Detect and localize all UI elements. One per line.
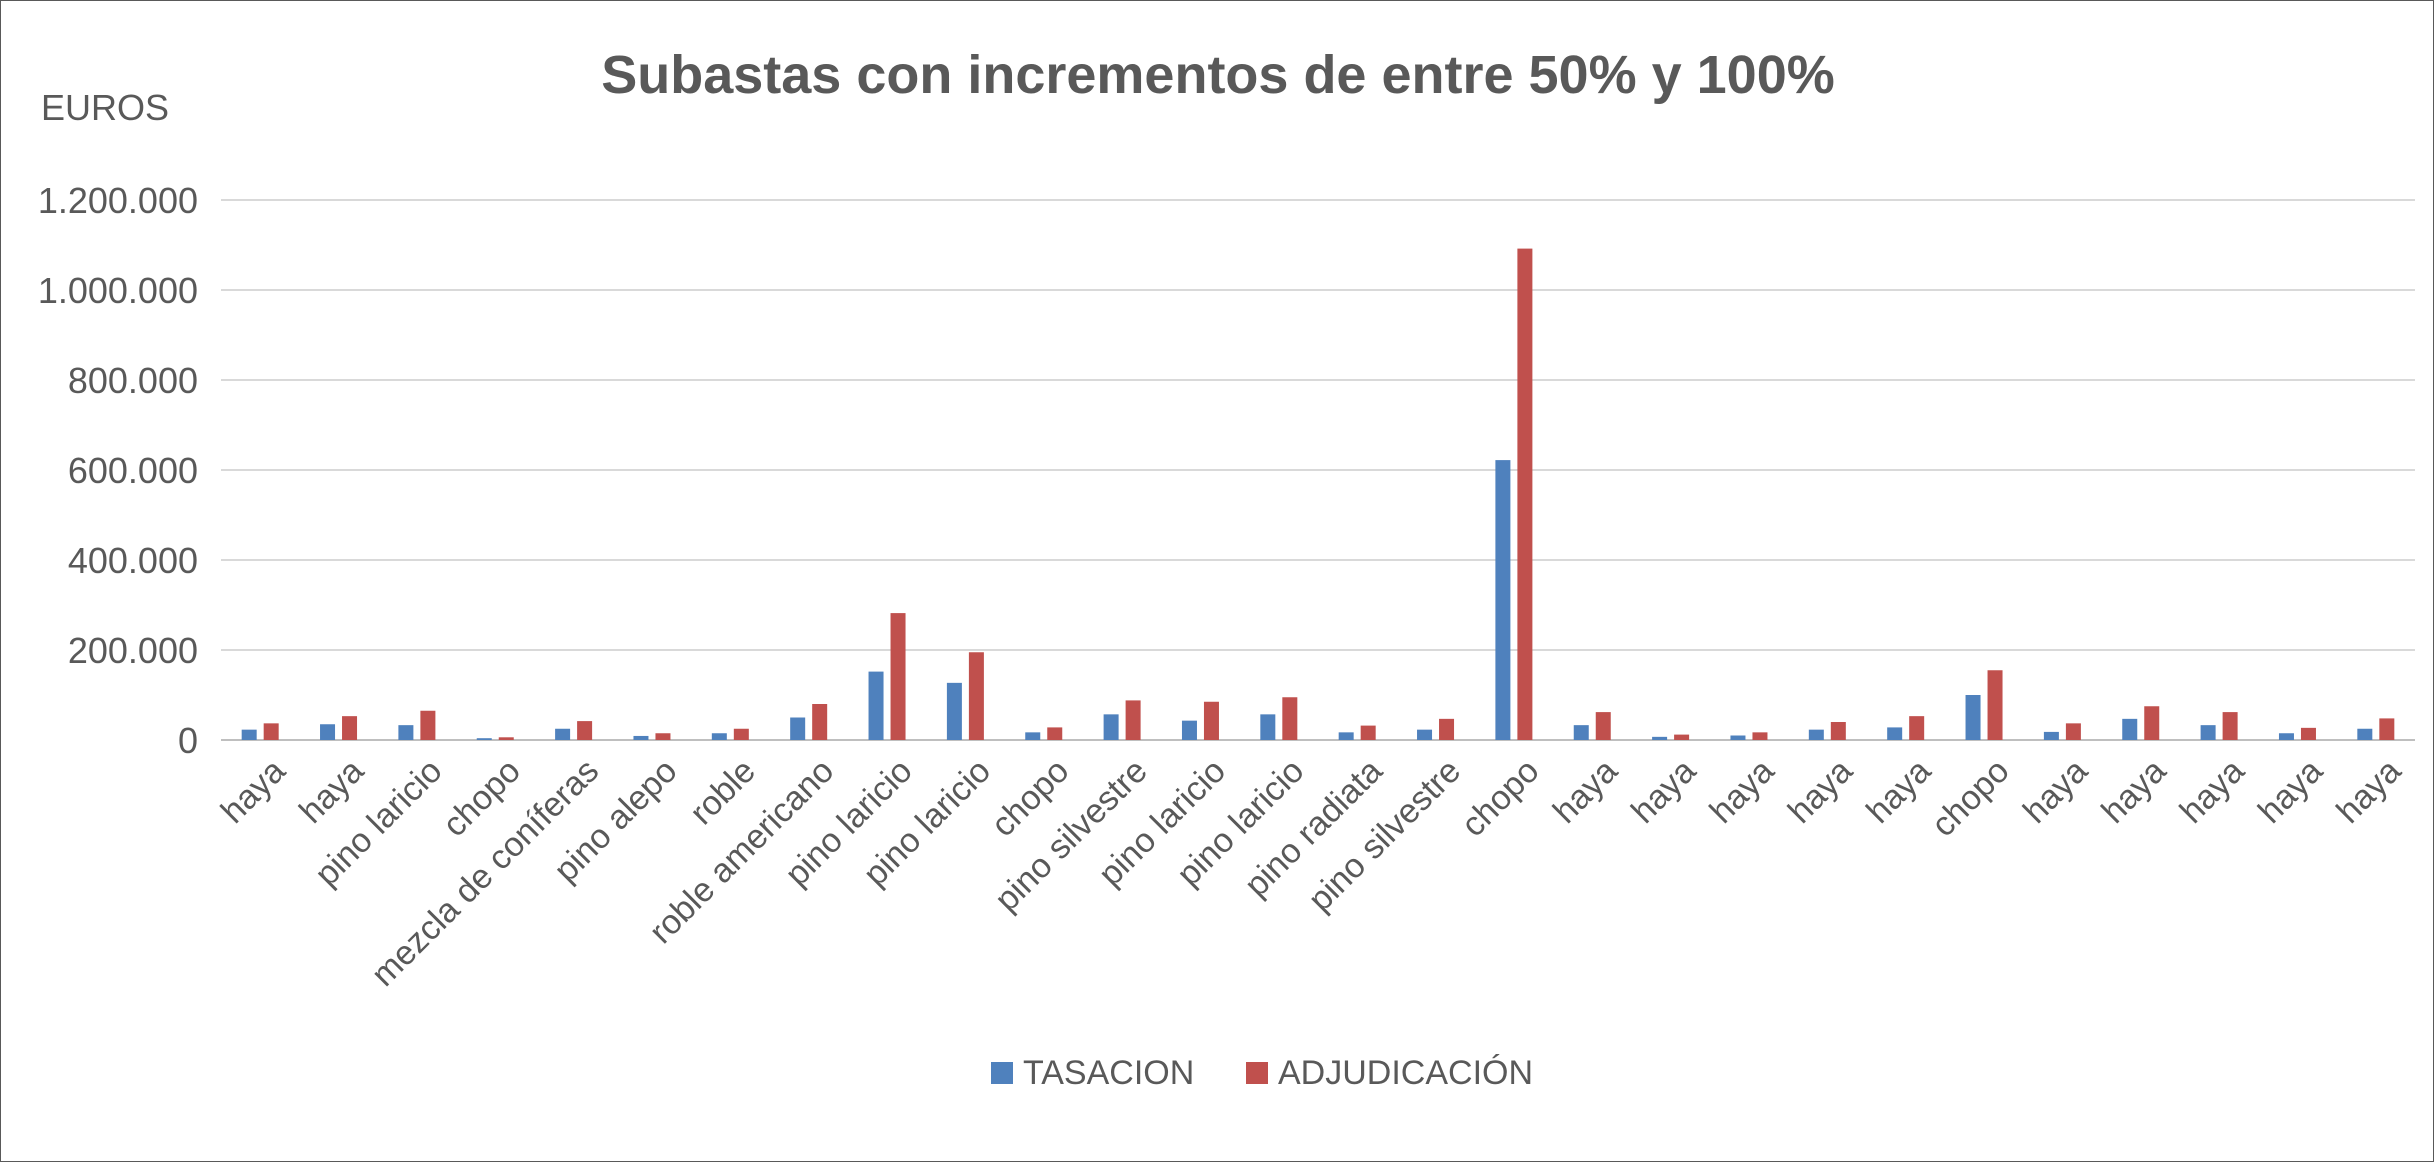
y-axis-ticks: 0 200.000 400.000 600.000 800.000 1.000.000 1.… <box>38 180 198 761</box>
bar-tasacion <box>1965 695 1981 740</box>
bar-adjudicacion <box>1282 697 1298 740</box>
bar-adjudicacion <box>1125 700 1141 740</box>
y-tick-label: 1.000.000 <box>38 270 198 311</box>
bar-tasacion <box>1103 714 1119 740</box>
legend-label-tasacion: TASACION <box>1023 1054 1194 1092</box>
bar-tasacion <box>476 738 492 740</box>
bar-tasacion <box>1573 725 1589 740</box>
bar-adjudicacion <box>2222 712 2238 740</box>
bar-adjudicacion <box>1203 701 1219 740</box>
x-tick-label: haya <box>214 752 293 831</box>
y-tick-label: 800.000 <box>68 360 198 401</box>
bar-adjudicacion <box>655 733 671 740</box>
bar-tasacion <box>320 724 336 740</box>
legend-swatch-adjudicacion <box>1246 1062 1268 1084</box>
bar-adjudicacion <box>1595 712 1611 740</box>
bar-tasacion <box>1181 720 1197 740</box>
bar-adjudicacion <box>812 704 828 740</box>
bar-tasacion <box>1495 460 1511 740</box>
x-tick-label: haya <box>2094 752 2173 831</box>
bar-tasacion <box>1652 736 1668 740</box>
y-tick-label: 0 <box>178 720 198 761</box>
x-tick-label: haya <box>1703 752 1782 831</box>
x-tick-label: haya <box>2329 752 2408 831</box>
bar-adjudicacion <box>1360 725 1376 740</box>
bar-tasacion <box>1025 732 1041 740</box>
bar-tasacion <box>241 729 257 740</box>
bar-tasacion <box>1260 714 1276 740</box>
legend: TASACION ADJUDICACIÓN <box>991 1054 1533 1092</box>
bar-tasacion <box>1417 729 1433 740</box>
legend-label-adjudicacion: ADJUDICACIÓN <box>1278 1054 1533 1092</box>
bar-tasacion <box>2200 725 2216 740</box>
x-tick-label: haya <box>1781 752 1860 831</box>
x-tick-label: haya <box>2251 752 2330 831</box>
bar-adjudicacion <box>890 613 906 740</box>
bar-adjudicacion <box>342 716 358 740</box>
bar-adjudicacion <box>1047 727 1063 740</box>
bar-adjudicacion <box>1752 732 1768 740</box>
bar-tasacion <box>1808 729 1824 740</box>
bar-adjudicacion <box>1439 718 1455 740</box>
legend-swatch-tasacion <box>991 1062 1013 1084</box>
y-tick-label: 400.000 <box>68 540 198 581</box>
bar-adjudicacion <box>2065 723 2081 740</box>
chart-title: Subastas con incrementos de entre 50% y … <box>601 45 1835 105</box>
bar-adjudicacion <box>2144 706 2160 740</box>
bar-tasacion <box>711 733 727 740</box>
bar-adjudicacion <box>1987 670 2003 740</box>
bar-tasacion <box>633 735 649 740</box>
bar-adjudicacion <box>968 652 984 740</box>
bar-tasacion <box>790 717 806 740</box>
bar-tasacion <box>398 725 414 740</box>
bar-adjudicacion <box>420 710 436 740</box>
bar-adjudicacion <box>1830 722 1846 740</box>
x-tick-label: haya <box>1624 752 1703 831</box>
y-tick-label: 200.000 <box>68 630 198 671</box>
bar-tasacion <box>2278 733 2294 740</box>
x-tick-label: haya <box>1546 752 1625 831</box>
bar-adjudicacion <box>1674 734 1690 740</box>
bar-tasacion <box>946 682 962 740</box>
bar-tasacion <box>868 671 884 740</box>
bar-adjudicacion <box>498 737 514 740</box>
bars <box>241 248 2395 740</box>
bar-tasacion <box>555 728 571 740</box>
bar-adjudicacion <box>1909 716 1925 740</box>
x-tick-label: chopo <box>1454 752 1546 844</box>
bar-adjudicacion <box>577 721 593 740</box>
bar-tasacion <box>2122 718 2138 740</box>
y-tick-label: 1.200.000 <box>38 180 198 221</box>
gridlines <box>221 199 2415 741</box>
bar-adjudicacion <box>2379 718 2395 740</box>
bar-tasacion <box>2043 731 2059 740</box>
bar-adjudicacion <box>1517 248 1533 740</box>
x-tick-label: chopo <box>1924 752 2016 844</box>
bar-tasacion <box>1730 735 1746 740</box>
bar-adjudicacion <box>2300 727 2316 740</box>
y-tick-label: 600.000 <box>68 450 198 491</box>
bar-adjudicacion <box>263 723 279 740</box>
bar-tasacion <box>1887 727 1903 740</box>
y-axis-label: EUROS <box>41 87 169 128</box>
bar-adjudicacion <box>733 728 749 740</box>
x-tick-label: haya <box>2173 752 2252 831</box>
bar-tasacion <box>2357 728 2373 740</box>
bar-tasacion <box>1338 732 1354 740</box>
x-tick-label: haya <box>2016 752 2095 831</box>
